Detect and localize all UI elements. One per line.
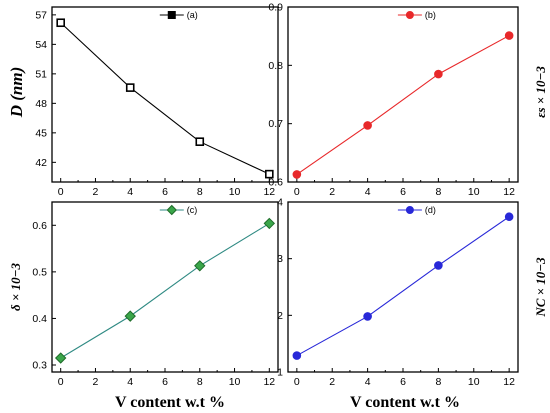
y-tick-label-c: 0.4 — [32, 313, 47, 325]
x-tick-label-d: 4 — [365, 376, 371, 388]
x-tick-label-b: 10 — [468, 186, 480, 198]
plot-frame-d — [287, 201, 519, 373]
data-point-d — [504, 212, 514, 222]
data-point-a — [265, 169, 274, 179]
x-tick-label-c: 12 — [263, 376, 275, 388]
y-tick-label-a: 48 — [35, 98, 47, 110]
x-tick-label-d: 12 — [503, 376, 515, 388]
data-point-b — [292, 170, 302, 179]
y-tick-label-a: 45 — [35, 127, 47, 139]
x-tick-label-a: 10 — [229, 186, 241, 198]
data-point-a — [125, 83, 135, 92]
legend-marker-d — [405, 206, 414, 214]
legend-label-c: (c) — [187, 205, 198, 215]
series-line-c — [60, 222, 270, 359]
series-line-a — [60, 22, 270, 175]
plot-frame-b — [287, 6, 519, 183]
data-point-c — [263, 217, 276, 230]
y-tick-label-a: 42 — [35, 157, 47, 169]
data-point-d — [363, 312, 372, 321]
y-tick-label-b: 0.8 — [268, 60, 283, 72]
legend-label-b: (b) — [425, 10, 436, 20]
x-tick-label-b: 2 — [329, 186, 335, 198]
x-tick-label-d: 2 — [329, 376, 335, 388]
xlabel-d: V content w.t % — [350, 394, 460, 411]
x-tick-label-d: 10 — [468, 376, 480, 388]
x-tick-label-d: 6 — [400, 376, 406, 388]
x-tick-label-a: 0 — [58, 186, 64, 198]
panel-b: εs × 10−3 0 2 4 6 8 10 12 0.6 0.7 0.8 0.9 (b) — [268, 2, 548, 199]
x-tick-label-a: 8 — [197, 186, 203, 198]
plot-frame-a — [51, 6, 279, 183]
legend-marker-c — [166, 204, 177, 216]
x-tick-label-a: 4 — [127, 186, 133, 198]
ylabel-a: D (nm) — [7, 67, 26, 119]
legend-marker-b — [405, 11, 414, 19]
y-tick-label-b: 0.7 — [268, 118, 283, 130]
x-tick-label-c: 6 — [162, 376, 168, 388]
data-point-c — [194, 260, 206, 272]
data-point-d — [292, 351, 302, 360]
x-tick-label-c: 10 — [229, 376, 241, 388]
y-tick-label-d: 2 — [277, 310, 283, 322]
data-point-a — [195, 137, 205, 146]
y-tick-label-a: 54 — [35, 39, 47, 51]
x-tick-label-b: 8 — [435, 186, 441, 198]
x-tick-label-b: 12 — [503, 186, 515, 198]
data-point-b — [434, 69, 443, 79]
y-tick-label-b: 0.6 — [268, 177, 283, 189]
y-tick-label-d: 3 — [277, 253, 283, 265]
x-tick-label-b: 0 — [294, 186, 300, 198]
panel-d: NC × 10−3 V content w.t % 0 2 4 6 8 10 121234(… — [277, 197, 548, 412]
x-tick-label-a: 6 — [162, 186, 168, 198]
legend-label-d: (d) — [425, 205, 436, 215]
x-tick-label-a: 12 — [263, 186, 275, 198]
y-tick-label-c: 0.5 — [32, 266, 47, 278]
x-tick-label-c: 4 — [127, 376, 133, 388]
x-tick-label-c: 8 — [197, 376, 203, 388]
plot-frame-c — [51, 201, 279, 373]
xlabel-c: V content w.t % — [115, 394, 225, 411]
panel-a: D (nm) 0 2 4 6 8 10 12 42 45 48 51 54 57 (a) — [7, 6, 279, 198]
x-tick-label-b: 4 — [365, 186, 371, 198]
data-point-a — [56, 18, 65, 28]
ylabel-d: NC × 10−3 — [533, 257, 548, 318]
panel-c: δ × 10−3 V content w.t % 0 2 4 6 8 10 12 0.3 0.4… — [8, 201, 279, 411]
y-tick-label-a: 57 — [35, 9, 47, 21]
x-tick-label-c: 2 — [93, 376, 99, 388]
x-tick-label-d: 8 — [435, 376, 441, 388]
data-point-c — [124, 310, 136, 322]
y-tick-label-a: 51 — [35, 68, 47, 80]
y-tick-label-d: 4 — [277, 197, 283, 209]
y-tick-label-b: 0.9 — [268, 2, 283, 14]
series-line-d — [296, 216, 510, 357]
legend-marker-a — [167, 11, 176, 19]
series-line-b — [296, 35, 510, 175]
x-tick-label-d: 0 — [294, 376, 300, 388]
data-point-c — [54, 352, 67, 364]
data-point-b — [363, 121, 372, 130]
y-tick-label-d: 1 — [277, 367, 283, 379]
data-point-b — [504, 31, 514, 40]
data-point-d — [434, 261, 443, 270]
x-tick-label-c: 0 — [58, 376, 64, 388]
x-tick-label-a: 2 — [93, 186, 99, 198]
y-tick-label-c: 0.3 — [32, 360, 47, 372]
legend-label-a: (a) — [187, 10, 198, 20]
ylabel-c: δ × 10−3 — [8, 263, 23, 311]
x-tick-label-b: 6 — [400, 186, 406, 198]
y-tick-label-c: 0.6 — [32, 220, 47, 232]
ylabel-b: εs × 10−3 — [533, 66, 548, 118]
